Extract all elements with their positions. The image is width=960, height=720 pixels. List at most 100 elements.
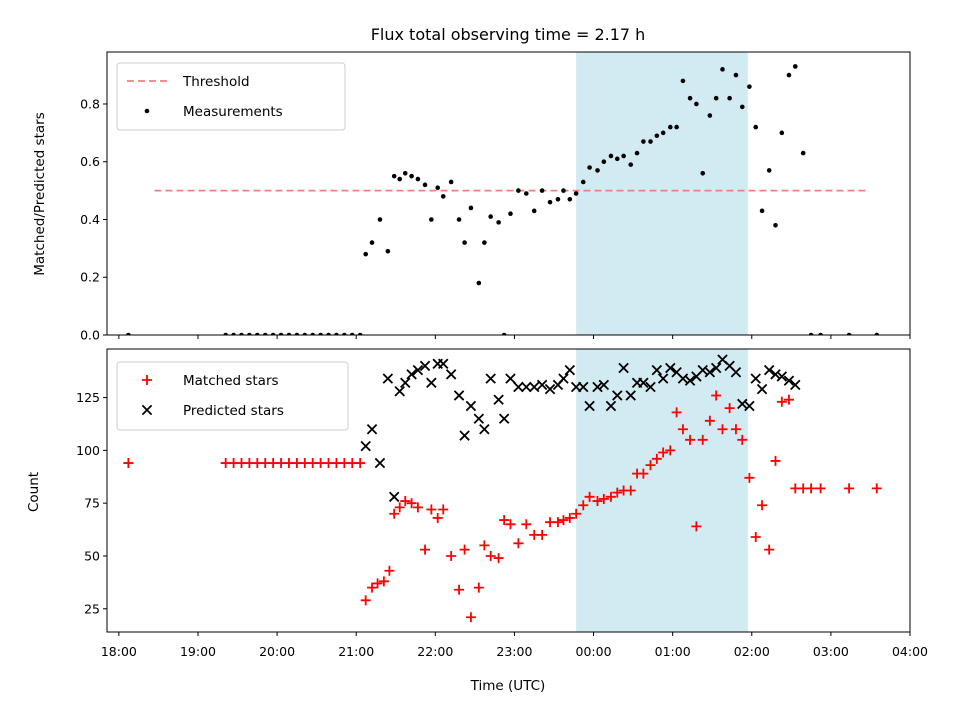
predicted-stars-point xyxy=(612,390,623,401)
matched-stars-point xyxy=(598,493,609,504)
matched-stars-point xyxy=(367,582,378,593)
measurements-point xyxy=(654,133,660,139)
predicted-stars-point xyxy=(505,373,516,384)
predicted-stars-point xyxy=(750,373,761,384)
ratio-y-axis-label: Matched/Predicted stars xyxy=(32,112,48,275)
measurements-point xyxy=(508,211,513,217)
measurements-point xyxy=(126,332,131,335)
measurements-point xyxy=(660,130,666,136)
measurements-point xyxy=(713,95,719,101)
measurements-point xyxy=(391,173,397,179)
matched-stars-point xyxy=(677,424,688,435)
matched-stars-point xyxy=(454,584,465,595)
y-tick-label: 25 xyxy=(84,601,100,616)
measurements-point xyxy=(766,168,772,173)
matched-stars-point xyxy=(372,578,383,589)
matched-stars-point xyxy=(426,504,437,515)
measurements-point xyxy=(687,95,693,101)
measurements-point xyxy=(874,332,880,335)
matched-stars-point xyxy=(394,502,405,513)
measurements-point xyxy=(270,332,276,335)
measurements-point xyxy=(262,332,268,335)
measurements-point xyxy=(397,176,403,182)
matched-stars-point xyxy=(406,498,417,509)
measurements-point xyxy=(531,208,537,214)
matched-stars-point xyxy=(717,424,728,435)
matched-stars-point xyxy=(360,595,371,606)
matched-stars-point xyxy=(537,529,548,540)
y-tick-label: 0.2 xyxy=(80,270,100,285)
predicted-stars-point xyxy=(558,373,569,384)
measurements-point xyxy=(700,170,706,176)
measurements-point xyxy=(247,332,252,335)
y-tick-label: 100 xyxy=(76,443,100,458)
legend-swatch-marker xyxy=(142,375,152,385)
predicted-stars-point xyxy=(479,424,490,435)
matched-stars-point xyxy=(564,512,575,523)
y-tick-label: 0.0 xyxy=(80,328,100,343)
measurements-point xyxy=(310,332,315,335)
predicted-stars-point xyxy=(374,457,386,469)
matched-stars-point xyxy=(355,458,366,469)
matched-stars-point xyxy=(645,460,656,471)
predicted-stars-point xyxy=(651,364,663,376)
predicted-stars-point xyxy=(763,364,775,376)
predicted-stars-point xyxy=(521,381,532,393)
measurements-point xyxy=(614,156,620,162)
matched-stars-point xyxy=(737,434,748,445)
legend-label: Measurements xyxy=(183,104,283,120)
predicted-stars-point xyxy=(665,362,676,374)
measurements-point xyxy=(846,332,852,335)
measurements-point xyxy=(747,84,752,89)
matched-stars-point xyxy=(724,403,735,414)
predicted-stars-point xyxy=(473,413,485,424)
predicted-stars-point xyxy=(584,400,595,412)
measurements-point xyxy=(488,214,493,219)
measurements-point xyxy=(369,240,375,245)
x-tick-label: 18:00 xyxy=(101,644,137,659)
measurements-point xyxy=(524,191,529,196)
measurements-point xyxy=(680,78,686,84)
measurements-point xyxy=(334,332,339,335)
measurements-point xyxy=(808,332,814,335)
matched-stars-point xyxy=(697,434,708,445)
matched-stars-point xyxy=(815,483,826,494)
matched-stars-point xyxy=(485,550,496,561)
matched-stars-point xyxy=(384,565,395,576)
matched-stars-point xyxy=(438,504,449,515)
matched-stars-point xyxy=(730,424,741,435)
measurements-point xyxy=(223,332,228,335)
measurements-point xyxy=(608,153,614,159)
matched-stars-point xyxy=(378,576,389,587)
matched-stars-point xyxy=(389,508,400,519)
predicted-stars-point xyxy=(756,383,768,395)
x-tick-label: 02:00 xyxy=(734,644,770,659)
matched-stars-point xyxy=(605,491,616,502)
predicted-stars-point xyxy=(638,377,649,389)
measurements-point xyxy=(326,332,331,335)
matched-stars-point xyxy=(493,553,504,564)
matched-stars-point xyxy=(806,483,817,494)
matched-stars-point xyxy=(871,483,882,494)
measurements-point xyxy=(385,248,391,254)
predicted-stars-point xyxy=(744,400,755,412)
predicted-stars-point xyxy=(645,381,656,393)
predicted-stars-point xyxy=(445,369,457,380)
predicted-stars-point xyxy=(605,400,617,412)
measurements-point xyxy=(792,64,798,69)
predicted-stars-point xyxy=(544,383,556,395)
matched-stars-point xyxy=(685,434,696,445)
measurements-point xyxy=(727,95,732,101)
measurements-point xyxy=(601,159,607,165)
measurements-point xyxy=(429,217,434,222)
measurements-point xyxy=(739,104,745,110)
measurements-point xyxy=(409,173,414,179)
measurements-point xyxy=(468,205,474,211)
predicted-stars-point xyxy=(710,362,722,374)
predicted-stars-point xyxy=(776,371,788,382)
x-tick-label: 19:00 xyxy=(180,644,216,659)
matched-stars-point xyxy=(711,390,722,401)
y-tick-label: 0.6 xyxy=(80,154,100,169)
measurements-point xyxy=(294,332,300,335)
